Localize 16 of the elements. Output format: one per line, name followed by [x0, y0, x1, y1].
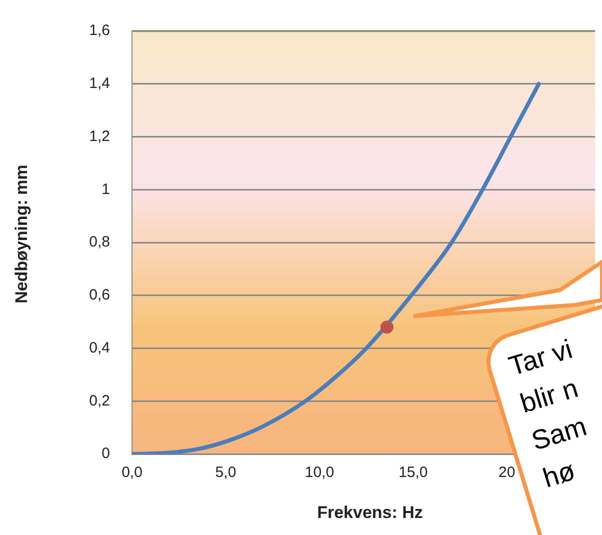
- y-axis-title: Nedbøyning: mm: [12, 164, 32, 304]
- x-tick-label: 20: [498, 464, 516, 482]
- x-tick-label: 0,0: [122, 464, 142, 482]
- y-tick-label: 1: [102, 180, 110, 198]
- y-tick-label: 1,4: [89, 75, 110, 92]
- y-tick-label: 0,2: [89, 392, 110, 410]
- y-tick-label: 1,6: [89, 22, 110, 40]
- y-tick-label: 0: [102, 445, 110, 462]
- x-tick-label: 15,0: [398, 464, 428, 482]
- y-tick-label: 0,6: [89, 286, 110, 304]
- y-tick-label: 1,2: [89, 128, 110, 145]
- x-axis-title: Frekvens: Hz: [317, 503, 423, 523]
- x-tick-label: 5,0: [215, 464, 236, 482]
- y-tick-label: 0,4: [89, 339, 110, 356]
- y-tick-label: 0,8: [89, 234, 110, 251]
- x-tick-label: 10,0: [304, 464, 334, 482]
